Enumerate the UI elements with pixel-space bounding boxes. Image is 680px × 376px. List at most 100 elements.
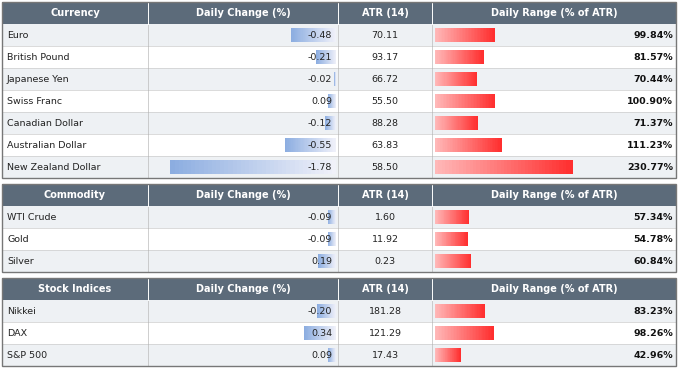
Bar [320,326,321,340]
Text: 0.34: 0.34 [311,329,332,338]
Bar [486,28,488,42]
Bar [324,326,325,340]
Bar [466,50,468,64]
Bar [449,326,451,340]
Bar [481,50,483,64]
Bar [301,28,303,42]
Text: WTI Crude: WTI Crude [7,212,56,221]
Bar [450,138,452,152]
Bar [325,326,326,340]
Bar [462,72,464,86]
Bar [460,254,462,268]
Bar [480,28,481,42]
Bar [443,232,444,246]
Bar [466,72,468,86]
Bar [441,28,443,42]
Bar [472,72,473,86]
Bar [439,72,440,86]
Bar [2,2,676,24]
Bar [445,28,447,42]
Bar [439,94,441,108]
Bar [471,94,473,108]
Bar [299,28,301,42]
Bar [441,210,442,224]
Bar [457,326,458,340]
Text: -0.12: -0.12 [307,118,332,127]
Bar [2,250,676,272]
Bar [328,160,332,174]
Bar [321,326,322,340]
Bar [465,94,466,108]
Bar [249,160,253,174]
Bar [436,210,437,224]
Text: 93.17: 93.17 [371,53,398,62]
Text: -0.21: -0.21 [307,53,332,62]
Bar [449,210,450,224]
Bar [442,50,443,64]
Bar [559,160,562,174]
Bar [330,28,332,42]
Bar [528,160,532,174]
Bar [307,138,308,152]
Bar [448,210,449,224]
Bar [473,304,475,318]
Bar [331,326,332,340]
Bar [207,160,212,174]
Bar [286,138,288,152]
Bar [316,326,317,340]
Bar [477,304,479,318]
Text: Daily Range (% of ATR): Daily Range (% of ATR) [491,284,617,294]
Bar [454,326,456,340]
Bar [439,28,441,42]
Bar [303,28,304,42]
Text: -0.02: -0.02 [307,74,332,83]
Bar [278,160,282,174]
Bar [441,326,443,340]
Bar [456,254,457,268]
Bar [481,28,483,42]
Bar [435,138,437,152]
Bar [472,326,473,340]
Bar [318,138,320,152]
Bar [306,28,307,42]
Bar [449,116,450,130]
Bar [483,160,487,174]
Bar [460,304,461,318]
Bar [257,160,262,174]
Bar [446,304,447,318]
Bar [440,138,441,152]
Bar [444,28,445,42]
Bar [478,138,480,152]
Bar [472,50,473,64]
Bar [466,232,467,246]
Bar [450,254,452,268]
Bar [483,28,484,42]
Text: 17.43: 17.43 [371,350,398,359]
Text: 98.26%: 98.26% [633,329,673,338]
Bar [549,160,552,174]
Bar [2,206,676,228]
Bar [462,210,463,224]
Bar [458,50,460,64]
Bar [237,160,241,174]
Bar [444,254,445,268]
Bar [462,116,463,130]
Bar [449,254,450,268]
Bar [175,160,179,174]
Bar [448,326,449,340]
Bar [241,160,245,174]
Text: Canadian Dollar: Canadian Dollar [7,118,83,127]
Bar [466,94,469,108]
Bar [332,138,333,152]
Bar [450,94,452,108]
Bar [471,304,473,318]
Bar [475,72,476,86]
Bar [477,94,479,108]
Bar [296,138,298,152]
Bar [329,326,330,340]
Bar [447,28,448,42]
Bar [441,254,442,268]
Bar [476,94,477,108]
Bar [486,326,488,340]
Bar [328,138,330,152]
